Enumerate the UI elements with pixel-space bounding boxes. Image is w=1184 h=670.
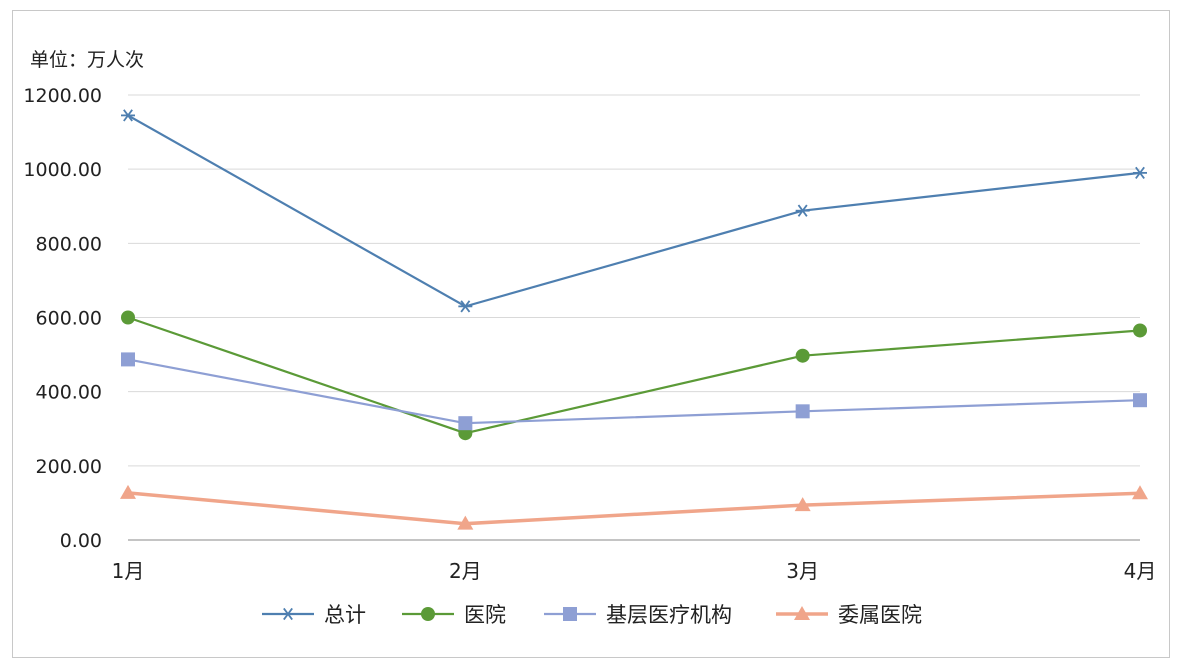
series-line — [127, 114, 1141, 308]
series-0 — [121, 109, 1147, 313]
legend-item: 委属医院 — [776, 603, 922, 627]
series-line — [127, 316, 1141, 435]
data-point — [120, 484, 136, 499]
legend-marker — [281, 607, 295, 621]
legend-marker — [563, 607, 577, 621]
data-point — [1133, 166, 1147, 180]
data-point — [457, 515, 474, 530]
series-line — [127, 358, 1141, 425]
data-point — [121, 352, 135, 367]
chart-frame — [12, 10, 1170, 658]
x-tick-label: 1月 — [112, 559, 145, 583]
x-tick-label: 3月 — [786, 559, 819, 583]
y-axis-ticks: 0.00 200.00 400.00 600.00 800.00 1000.00 1200.… — [23, 85, 102, 552]
y-tick-label: 1000.00 — [23, 159, 102, 181]
legend: 总计 医院 基层医疗机构 委属医院 — [262, 603, 922, 627]
legend-label: 基层医疗机构 — [606, 603, 732, 627]
legend-marker — [421, 607, 435, 621]
data-point — [795, 348, 810, 363]
series-1 — [121, 310, 1147, 441]
data-point — [795, 404, 810, 419]
unit-label: 单位：万人次 — [30, 49, 144, 71]
x-tick-label: 2月 — [449, 559, 482, 583]
y-tick-label: 800.00 — [36, 233, 102, 255]
data-point — [121, 109, 135, 122]
y-tick-label: 1200.00 — [23, 85, 102, 107]
legend-item: 总计 — [262, 603, 366, 627]
series-layer — [120, 109, 1148, 530]
data-point — [1132, 485, 1148, 500]
x-tick-label: 4月 — [1124, 559, 1157, 583]
series-line — [127, 491, 1141, 526]
data-point — [458, 300, 473, 313]
legend-label: 委属医院 — [838, 603, 922, 627]
legend-label: 总计 — [324, 603, 366, 627]
data-point — [1133, 323, 1147, 338]
y-tick-label: 200.00 — [36, 456, 102, 478]
data-point — [795, 204, 810, 217]
legend-marker — [794, 606, 810, 620]
series-2 — [121, 352, 1147, 431]
x-axis: 1月 2月 3月 4月 — [112, 539, 1157, 583]
y-tick-label: 0.00 — [60, 530, 102, 552]
data-point — [794, 497, 811, 512]
data-point — [121, 310, 135, 325]
legend-item: 医院 — [402, 603, 506, 627]
series-3 — [120, 484, 1148, 530]
data-point — [458, 416, 473, 431]
y-tick-label: 600.00 — [36, 308, 102, 330]
y-tick-label: 400.00 — [36, 382, 102, 404]
data-point — [1133, 393, 1147, 408]
legend-item: 基层医疗机构 — [544, 603, 732, 627]
gridlines — [128, 94, 1140, 467]
legend-label: 医院 — [464, 603, 506, 627]
